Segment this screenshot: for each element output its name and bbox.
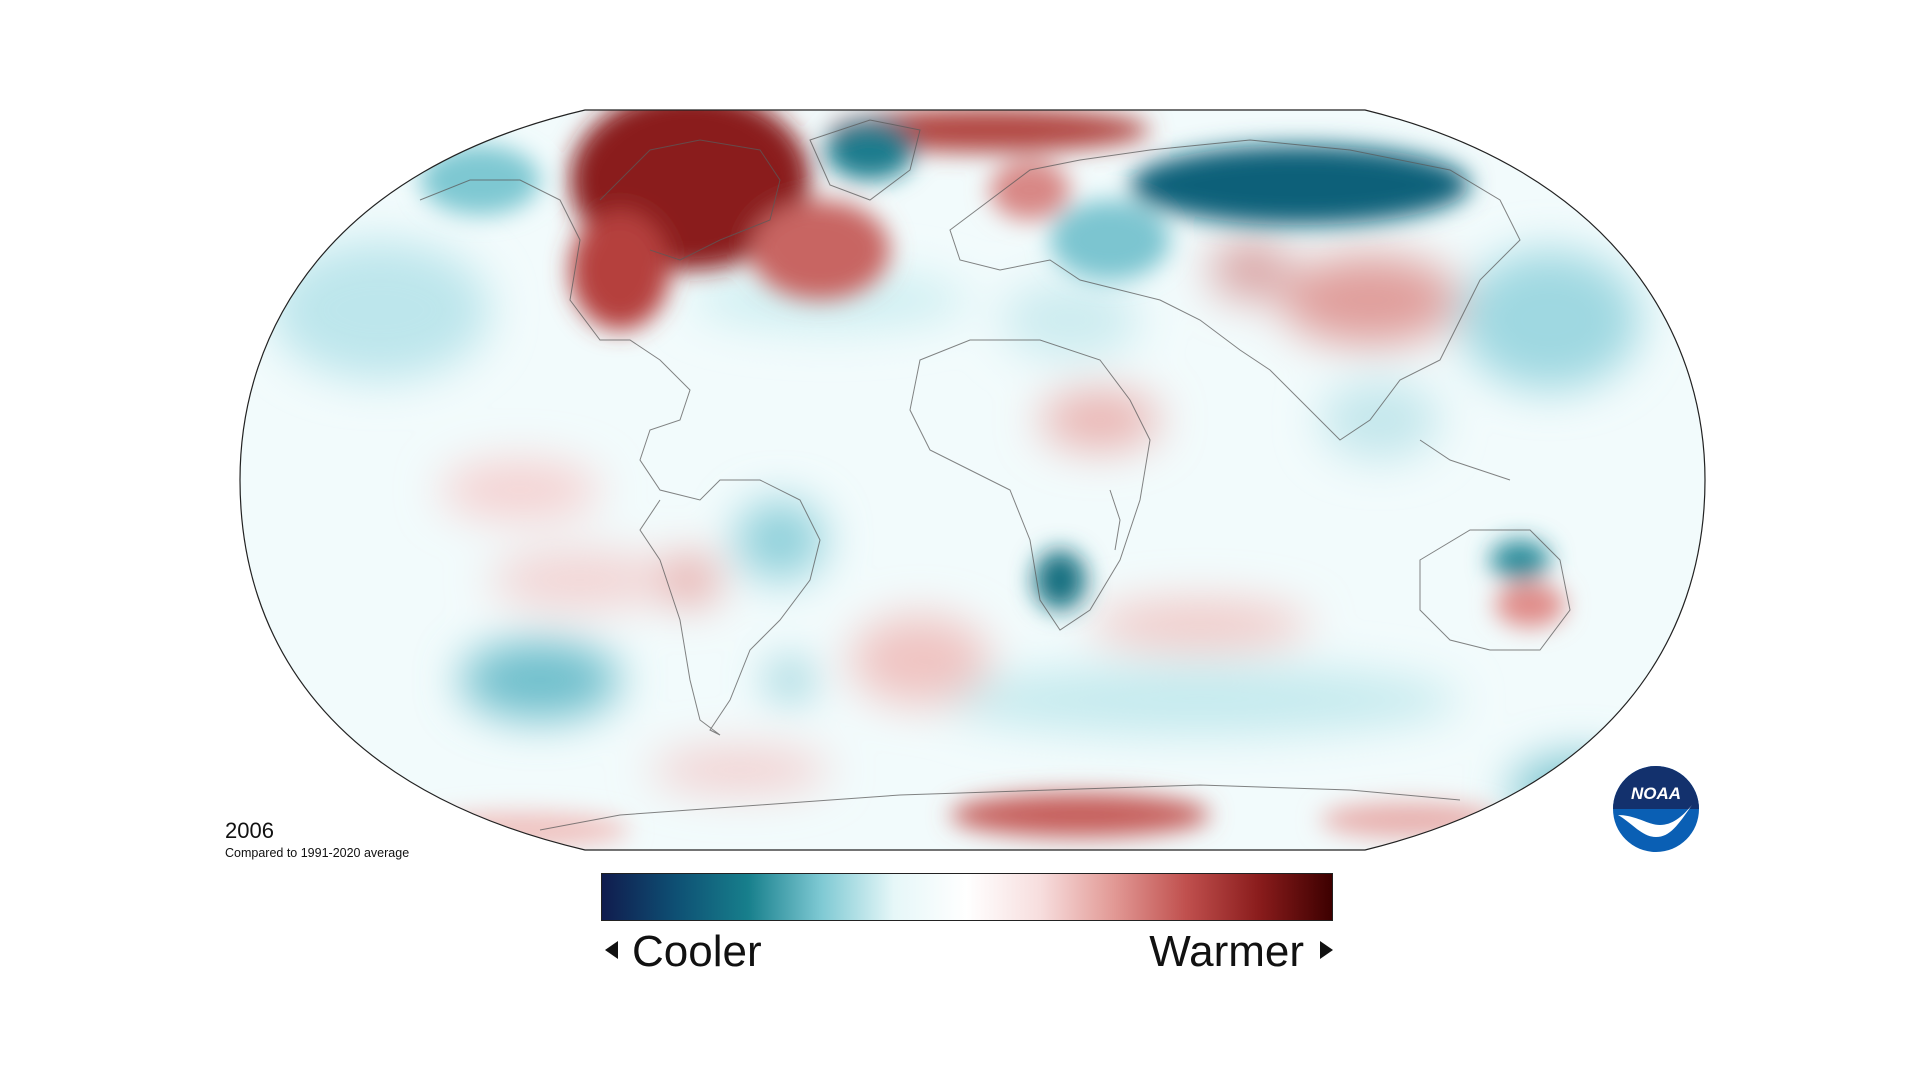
- anomaly-central-canada: [570, 210, 670, 330]
- legend-cooler: Cooler: [605, 927, 762, 976]
- anomaly-sahel-warm: [1040, 390, 1160, 450]
- legend-cooler-label: Cooler: [632, 927, 762, 976]
- anomaly-antarctica-ross: [1320, 802, 1500, 838]
- africa-coast: [909, 339, 1151, 631]
- anomaly-southern-africa: [1034, 550, 1086, 610]
- anomaly-south-pacific-warm: [490, 550, 670, 610]
- legend-warmer-label: Warmer: [1149, 927, 1304, 976]
- anomaly-south-pacific: [460, 640, 620, 720]
- australia-coast: [1419, 529, 1571, 651]
- anomaly-drake-warm: [650, 748, 830, 792]
- indonesia-coast: [1419, 439, 1511, 481]
- anomaly-northwest-pacific: [1460, 250, 1640, 390]
- anomaly-north-africa: [1000, 280, 1140, 360]
- noaa-logo-gull: [1618, 805, 1692, 837]
- anomaly-atlantic-band: [690, 270, 970, 330]
- color-scale-bar: [601, 873, 1333, 921]
- globe-outline: [239, 109, 1706, 851]
- anomaly-south-australia: [1495, 583, 1565, 627]
- coastlines: [419, 119, 1571, 831]
- anomaly-indian-ocean-warm: [1090, 600, 1310, 650]
- canada-arctic-coast: [599, 139, 781, 261]
- anomaly-iran: [1210, 240, 1290, 300]
- noaa-logo-top: [1613, 766, 1699, 809]
- year-label: 2006: [225, 818, 274, 843]
- anomaly-northeast-pacific: [270, 240, 490, 380]
- eurasia-coast: [949, 139, 1521, 441]
- arrow-right-icon: [1320, 941, 1333, 960]
- anomaly-brazil: [735, 500, 825, 580]
- anomaly-peru: [660, 555, 720, 605]
- anomaly-argentina-cool: [768, 662, 812, 698]
- legend-warmer: Warmer: [1149, 927, 1333, 976]
- madagascar-coast: [1109, 489, 1121, 551]
- anomaly-greenland-cool: [825, 120, 915, 180]
- greenland-coast: [809, 119, 921, 201]
- arrow-left-icon: [605, 941, 618, 960]
- anomaly-scandinavia: [990, 160, 1070, 220]
- baseline-note: Compared to 1991-2020 average: [225, 846, 410, 860]
- anomaly-eastern-europe: [1050, 200, 1170, 280]
- americas-coast: [419, 179, 821, 736]
- anomaly-south-atlantic: [850, 615, 990, 705]
- anomaly-antarctica-east: [950, 793, 1210, 837]
- anomaly-antarctica-west: [410, 812, 630, 848]
- noaa-logo: NOAA: [1613, 766, 1699, 852]
- anomaly-arctic-siberia: [1130, 145, 1470, 225]
- anomaly-central-asia: [1280, 255, 1460, 345]
- anomaly-north-atlantic: [750, 200, 890, 300]
- noaa-logo-text: NOAA: [1631, 784, 1681, 803]
- antarctica-coast: [539, 784, 1461, 831]
- anomaly-north-australia: [1490, 540, 1550, 580]
- anomaly-southern-ocean: [940, 665, 1460, 735]
- anomaly-south-asia: [1320, 380, 1440, 460]
- anomaly-tropical-pacific-warm: [440, 460, 600, 520]
